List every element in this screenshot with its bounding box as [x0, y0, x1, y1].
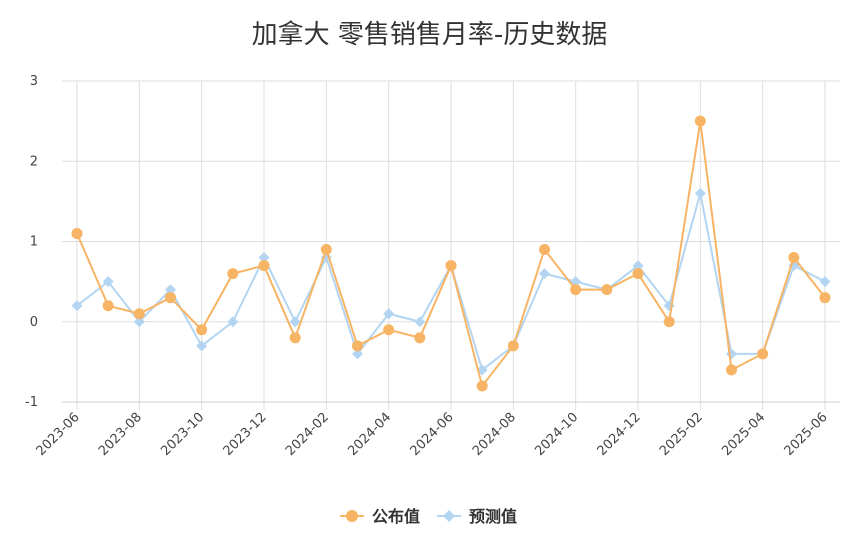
- data-point-actual[interactable]: [632, 268, 644, 280]
- y-tick-label: 0: [30, 315, 38, 330]
- data-point-actual[interactable]: [102, 300, 114, 312]
- x-tick-label: 2024-02: [283, 410, 332, 459]
- data-point-actual[interactable]: [601, 284, 613, 296]
- data-point-actual[interactable]: [726, 364, 737, 376]
- x-tick-label: 2025-04: [719, 410, 768, 459]
- data-point-actual[interactable]: [383, 324, 395, 336]
- data-point-forecast[interactable]: [102, 276, 114, 288]
- x-tick-label: 2025-02: [657, 410, 706, 459]
- data-point-forecast[interactable]: [165, 284, 176, 296]
- data-point-forecast[interactable]: [726, 348, 737, 360]
- data-point-forecast[interactable]: [258, 252, 270, 264]
- x-tick-label: 2024-06: [408, 410, 457, 459]
- data-point-actual[interactable]: [539, 244, 550, 256]
- x-tick-label: 2023-08: [96, 410, 145, 459]
- legend-label: 公布值: [372, 507, 420, 526]
- data-point-forecast[interactable]: [570, 276, 582, 288]
- data-point-forecast[interactable]: [414, 316, 426, 328]
- data-point-actual[interactable]: [289, 332, 301, 344]
- y-tick-label: 1: [30, 235, 38, 250]
- x-tick-label: 2024-08: [470, 410, 519, 459]
- data-point-actual[interactable]: [71, 227, 83, 239]
- data-point-actual[interactable]: [663, 316, 675, 328]
- legend-marker: [443, 510, 455, 522]
- data-point-actual[interactable]: [476, 380, 488, 392]
- data-point-forecast[interactable]: [133, 316, 145, 328]
- data-point-forecast[interactable]: [632, 260, 644, 272]
- x-tick-label: 2023-10: [158, 410, 207, 459]
- y-tick-label: -1: [25, 395, 38, 410]
- data-point-forecast[interactable]: [196, 340, 208, 352]
- data-point-actual[interactable]: [788, 252, 800, 264]
- data-point-actual[interactable]: [507, 340, 519, 352]
- data-point-actual[interactable]: [196, 324, 208, 336]
- data-point-actual[interactable]: [570, 284, 582, 296]
- data-point-actual[interactable]: [133, 308, 145, 320]
- data-point-actual[interactable]: [757, 348, 769, 360]
- legend-label: 预测值: [469, 507, 517, 526]
- data-point-forecast[interactable]: [819, 276, 831, 288]
- data-point-actual[interactable]: [352, 340, 363, 352]
- x-tick-label: 2024-10: [532, 410, 581, 459]
- data-point-actual[interactable]: [414, 332, 426, 344]
- data-point-forecast[interactable]: [227, 316, 239, 328]
- x-tick-label: 2024-12: [595, 410, 644, 459]
- legend-item-forecast[interactable]: 预测值: [437, 507, 517, 526]
- y-tick-label: 3: [30, 74, 38, 89]
- data-point-forecast[interactable]: [694, 187, 706, 199]
- data-point-actual[interactable]: [320, 244, 332, 256]
- legend-item-actual[interactable]: 公布值: [340, 507, 420, 526]
- data-point-actual[interactable]: [819, 292, 831, 304]
- legend-marker: [346, 510, 358, 522]
- chart-title: 加拿大 零售销售月率-历史数据: [251, 20, 608, 50]
- data-point-actual[interactable]: [165, 292, 176, 304]
- data-point-forecast[interactable]: [71, 300, 83, 312]
- data-point-actual[interactable]: [258, 260, 270, 272]
- data-point-forecast[interactable]: [383, 308, 395, 320]
- data-point-forecast[interactable]: [352, 348, 363, 360]
- x-tick-label: 2023-06: [34, 410, 83, 459]
- data-point-actual[interactable]: [445, 260, 457, 272]
- data-point-actual[interactable]: [694, 115, 706, 127]
- data-point-forecast[interactable]: [289, 316, 301, 328]
- data-point-actual[interactable]: [227, 268, 239, 280]
- x-tick-label: 2024-04: [345, 410, 394, 459]
- x-tick-label: 2025-06: [782, 410, 831, 459]
- y-tick-label: 2: [30, 154, 38, 169]
- x-tick-label: 2023-12: [221, 410, 270, 459]
- data-point-forecast[interactable]: [539, 268, 550, 280]
